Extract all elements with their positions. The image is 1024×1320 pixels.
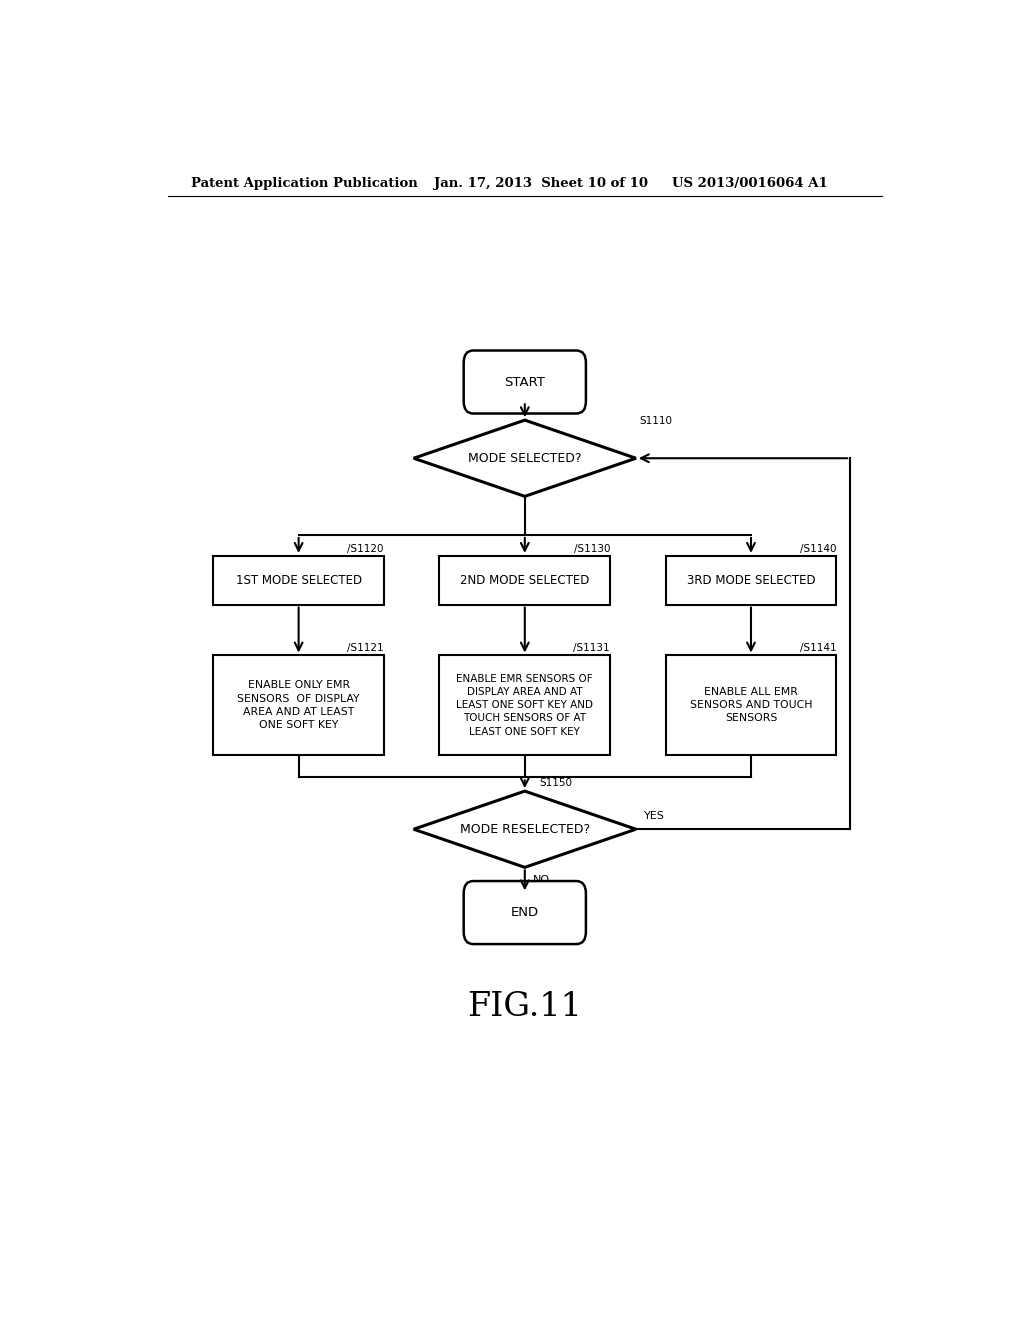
Text: S1150: S1150 bbox=[539, 777, 572, 788]
Text: /S1120: /S1120 bbox=[347, 544, 384, 554]
Text: MODE RESELECTED?: MODE RESELECTED? bbox=[460, 822, 590, 836]
Text: ENABLE ONLY EMR
SENSORS  OF DISPLAY
AREA AND AT LEAST
ONE SOFT KEY: ENABLE ONLY EMR SENSORS OF DISPLAY AREA … bbox=[238, 680, 359, 730]
Text: /S1140: /S1140 bbox=[800, 544, 837, 554]
Text: ENABLE ALL EMR
SENSORS AND TOUCH
SENSORS: ENABLE ALL EMR SENSORS AND TOUCH SENSORS bbox=[690, 686, 812, 723]
Text: NO: NO bbox=[532, 875, 550, 886]
FancyBboxPatch shape bbox=[464, 351, 586, 413]
Bar bbox=[666, 556, 837, 605]
Text: END: END bbox=[511, 906, 539, 919]
Text: FIG.11: FIG.11 bbox=[467, 991, 583, 1023]
Text: ENABLE EMR SENSORS OF
DISPLAY AREA AND AT
LEAST ONE SOFT KEY AND
TOUCH SENSORS O: ENABLE EMR SENSORS OF DISPLAY AREA AND A… bbox=[457, 673, 593, 737]
Text: 2ND MODE SELECTED: 2ND MODE SELECTED bbox=[460, 574, 590, 586]
Polygon shape bbox=[414, 791, 636, 867]
Text: YES: YES bbox=[644, 810, 665, 821]
Text: 1ST MODE SELECTED: 1ST MODE SELECTED bbox=[236, 574, 361, 586]
Text: Patent Application Publication: Patent Application Publication bbox=[191, 177, 418, 190]
Text: Jan. 17, 2013  Sheet 10 of 10: Jan. 17, 2013 Sheet 10 of 10 bbox=[433, 177, 647, 190]
Text: START: START bbox=[505, 375, 545, 388]
Text: MODE SELECTED?: MODE SELECTED? bbox=[468, 451, 582, 465]
Polygon shape bbox=[414, 420, 636, 496]
Text: S1110: S1110 bbox=[640, 416, 673, 426]
Text: /S1130: /S1130 bbox=[573, 544, 610, 554]
Bar bbox=[213, 656, 384, 755]
Text: /S1121: /S1121 bbox=[347, 643, 384, 653]
Text: US 2013/0016064 A1: US 2013/0016064 A1 bbox=[672, 177, 827, 190]
Bar bbox=[439, 556, 610, 605]
Text: /S1131: /S1131 bbox=[573, 643, 610, 653]
Bar bbox=[213, 556, 384, 605]
Bar bbox=[439, 656, 610, 755]
Text: /S1141: /S1141 bbox=[800, 643, 837, 653]
Text: 3RD MODE SELECTED: 3RD MODE SELECTED bbox=[687, 574, 815, 586]
Bar bbox=[666, 656, 837, 755]
FancyBboxPatch shape bbox=[464, 880, 586, 944]
